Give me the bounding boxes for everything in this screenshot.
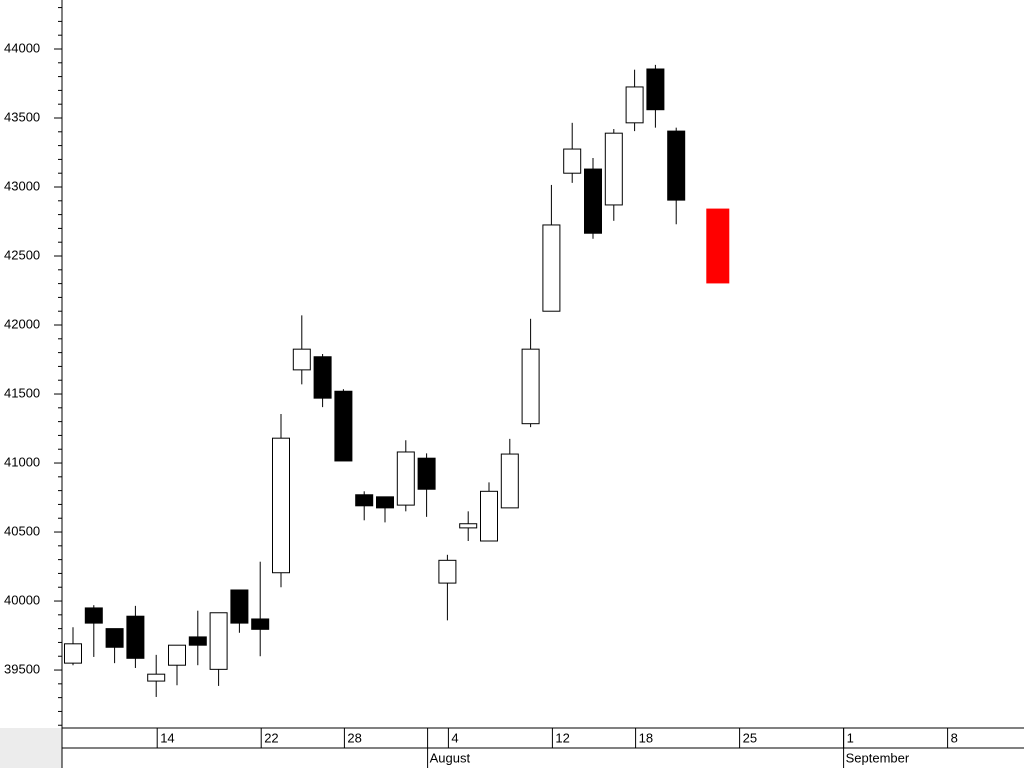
candle-body [84, 607, 103, 624]
y-tick-label: 43500 [4, 109, 40, 124]
x-tick-label: 18 [639, 730, 653, 745]
x-tick-label: 12 [555, 730, 569, 745]
candle-body [563, 148, 582, 174]
y-tick-label: 40000 [4, 592, 40, 607]
candle-body [334, 390, 353, 462]
candle-body [209, 612, 228, 670]
candle-body [521, 348, 540, 425]
candle-body [667, 130, 686, 201]
candle-body [584, 168, 602, 234]
candle-body [542, 224, 561, 312]
x-tick-label: 28 [347, 730, 361, 745]
candle-body [459, 523, 478, 529]
candle-body [292, 348, 311, 371]
candle-body [313, 356, 332, 399]
x-tick-label: 22 [264, 730, 278, 745]
x-tick-label: 8 [951, 730, 958, 745]
candle-body [230, 589, 249, 624]
candle-body [64, 643, 82, 664]
month-label: August [430, 750, 471, 765]
candle-body [396, 451, 415, 506]
candle-body [251, 618, 270, 630]
candle-body [480, 490, 498, 542]
candle-body [604, 132, 623, 206]
y-tick-label: 42500 [4, 247, 40, 262]
candle-body [646, 68, 665, 111]
candle-body [376, 496, 394, 509]
x-tick-label: 1 [847, 730, 854, 745]
y-tick-label: 41500 [4, 385, 40, 400]
candle-body [625, 86, 644, 124]
axis-corner [0, 728, 62, 768]
candle-body [272, 437, 290, 574]
y-tick-label: 41000 [4, 454, 40, 469]
candle-body [147, 673, 166, 682]
y-tick-label: 42000 [4, 316, 40, 331]
y-tick-label: 39500 [4, 661, 40, 676]
month-label: September [846, 750, 910, 765]
candle-body [355, 494, 374, 507]
candle-body [417, 457, 436, 490]
candle-body [126, 615, 145, 659]
y-tick-label: 44000 [4, 40, 40, 55]
candle-body [438, 559, 457, 584]
candle-body [168, 644, 186, 666]
y-tick-label: 43000 [4, 178, 40, 193]
y-tick-label: 40500 [4, 523, 40, 538]
x-tick-label: 4 [451, 730, 458, 745]
candle-body [500, 453, 519, 509]
candle-body [706, 208, 730, 284]
candle-body [188, 636, 207, 646]
x-tick-label: 14 [160, 730, 174, 745]
x-tick-label: 25 [743, 730, 757, 745]
candle-body [105, 628, 124, 648]
